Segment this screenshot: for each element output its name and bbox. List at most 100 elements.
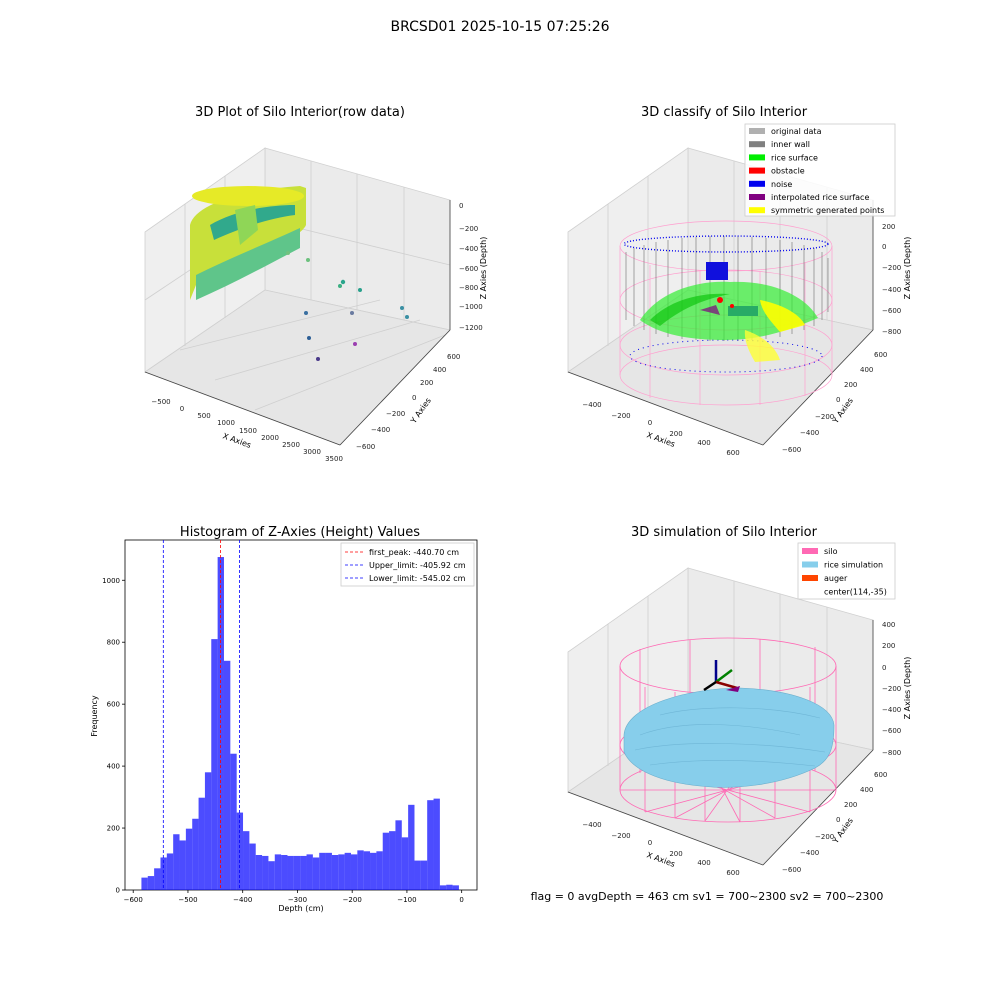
raw-ztick: −200 <box>459 225 478 233</box>
raw-xtick: −500 <box>151 398 170 406</box>
legend-label: obstacle <box>771 167 805 176</box>
hist-bar <box>223 660 231 890</box>
classify-zlabel: Z Axies (Depth) <box>903 237 912 300</box>
hist-bar <box>204 772 212 890</box>
hist-bar <box>198 797 205 890</box>
sim-xtick: 400 <box>697 859 710 867</box>
raw-ztick: 0 <box>459 202 463 210</box>
sim-ytick: −600 <box>782 866 801 874</box>
classify-ztick: 0 <box>882 243 886 251</box>
raw-ztick: −800 <box>459 284 478 292</box>
classify-ztick: −800 <box>882 328 901 336</box>
hist-legend-label: Upper_limit: -405.92 cm <box>369 561 466 570</box>
hist-bar <box>433 798 440 890</box>
classify-ztick: −600 <box>882 307 901 315</box>
classify-ytick: 0 <box>836 396 840 404</box>
raw-xticks: −500 0 500 1000 1500 2000 2500 3000 3500 <box>151 398 343 463</box>
raw-ztick: −600 <box>459 265 478 273</box>
hist-xtick-label: −100 <box>397 896 416 904</box>
raw-ytick: 600 <box>447 353 460 361</box>
raw-title: 3D Plot of Silo Interior(row data) <box>195 105 405 120</box>
legend-label: center(114,-35) <box>824 588 887 597</box>
sim-title: 3D simulation of Silo Interior <box>631 525 818 540</box>
hist-legend-label: first_peak: -440.70 cm <box>369 548 459 557</box>
hist-bar <box>141 877 148 890</box>
hist-bar <box>363 851 371 890</box>
raw-ztick: −400 <box>459 245 478 253</box>
hist-ytick-label: 200 <box>107 825 120 833</box>
raw-xtick: 3500 <box>325 455 343 463</box>
hist-bar <box>319 852 326 890</box>
classify-xtick: −400 <box>582 401 601 409</box>
sim-ztick: −400 <box>882 706 901 714</box>
legend-label: noise <box>771 180 792 189</box>
hist-bar <box>179 840 186 890</box>
hist-bar <box>300 855 307 890</box>
raw-xtick: 500 <box>197 412 210 420</box>
legend-label: auger <box>824 574 848 583</box>
hist-bar <box>154 868 161 890</box>
hist-xtick-label: −500 <box>178 896 197 904</box>
raw-xtick: 3000 <box>303 448 321 456</box>
classify-ztick: −400 <box>882 286 901 294</box>
sim-legend: silo rice simulation auger center(114,-35) <box>797 542 896 600</box>
classify-ylabel: Y Axies <box>830 396 855 426</box>
hist-bar <box>185 828 193 890</box>
sim-zlabel: Z Axies (Depth) <box>903 657 912 720</box>
legend-label: rice simulation <box>824 561 883 570</box>
sim-ztick: 0 <box>882 664 886 672</box>
classify-ytick: 600 <box>874 351 887 359</box>
hist-bar <box>420 860 428 890</box>
hist-ytick-label: 400 <box>107 763 120 771</box>
legend-label: original data <box>771 127 822 136</box>
hist-bar <box>446 884 453 890</box>
legend-swatch <box>749 180 765 187</box>
raw-point-cloud <box>190 186 409 361</box>
hist-bar <box>211 639 218 890</box>
hist-xtick-label: −600 <box>124 896 143 904</box>
panel-simulation: 3D simulation of Silo Interior <box>567 525 912 877</box>
legend-swatch <box>802 561 818 568</box>
legend-swatch <box>749 141 765 148</box>
hist-xtick-label: 0 <box>459 896 463 904</box>
raw-xtick: 2500 <box>282 441 300 449</box>
hist-bar <box>382 832 390 890</box>
sim-auger-icon <box>703 660 740 692</box>
sim-xtick: −200 <box>611 832 630 840</box>
hist-bar <box>401 837 409 890</box>
raw-ztick: −1200 <box>459 324 483 332</box>
sim-zticks: 400 200 0 −200 −400 −600 −800 <box>882 621 901 757</box>
legend-label: silo <box>824 547 838 556</box>
hist-bar <box>217 557 224 890</box>
hist-xtick-label: −400 <box>233 896 252 904</box>
hist-reference-lines <box>162 540 240 890</box>
sim-ylabel: Y Axies <box>830 816 855 846</box>
hist-bar <box>147 876 155 890</box>
classify-ytick: −200 <box>815 413 834 421</box>
legend-label: symmetric generated points <box>771 206 884 215</box>
hist-bar <box>160 857 167 890</box>
raw-ytick: −400 <box>371 426 390 434</box>
raw-xtick: 1000 <box>217 419 235 427</box>
raw-xtick: 1500 <box>239 427 257 435</box>
classify-ztick: −200 <box>882 264 901 272</box>
sim-xtick: 200 <box>669 850 682 858</box>
sim-ytick: 0 <box>836 816 840 824</box>
raw-zlabel: Z Axies (Depth) <box>479 237 488 300</box>
hist-bar <box>312 857 320 890</box>
sim-ztick: −800 <box>882 749 901 757</box>
legend-swatch <box>749 194 765 200</box>
raw-ytick: 0 <box>412 394 416 402</box>
legend-swatch <box>749 207 765 214</box>
classify-ztick: 200 <box>882 223 895 231</box>
hist-bar <box>439 885 447 890</box>
hist-bar <box>192 818 199 890</box>
classify-yticks: −600 −400 −200 0 200 400 600 <box>782 351 887 454</box>
classify-ytick: −600 <box>782 446 801 454</box>
raw-ytick: −600 <box>356 443 375 451</box>
raw-ytick: −200 <box>386 410 405 418</box>
hist-bar <box>350 854 358 890</box>
hist-bar <box>408 804 415 890</box>
hist-bar <box>173 834 180 890</box>
